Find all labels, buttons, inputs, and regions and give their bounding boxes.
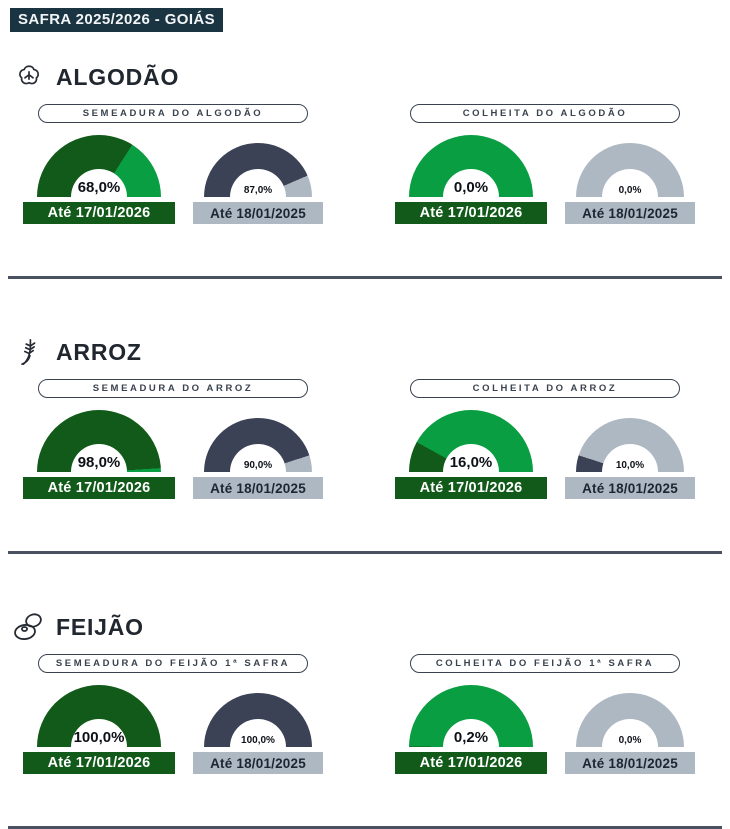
gauge-arc-previous: 100,0% <box>204 693 312 747</box>
gauge-arc-previous: 0,0% <box>576 693 684 747</box>
gauge-value-current: 68,0% <box>77 179 121 196</box>
bean-icon <box>10 610 48 644</box>
panels-row: SEMEADURA DO ARROZ 98,0% Até 17/01/2026 <box>23 379 730 499</box>
panel-pill-label: COLHEITA DO FEIJÃO 1ª SAFRA <box>435 658 655 669</box>
section-divider <box>8 276 722 279</box>
gauge-value-previous: 0,0% <box>618 735 642 746</box>
gauge-date-previous: Até 18/01/2025 <box>565 477 695 499</box>
gauge-value-previous: 0,0% <box>618 185 642 196</box>
gauge-pair: 0,2% Até 17/01/2026 0,0% Até 18/01/2025 <box>395 685 695 774</box>
gauge-date-previous: Até 18/01/2025 <box>193 202 323 224</box>
gauge-arc-current: 16,0% <box>409 410 533 472</box>
crop-header: FEIJÃO <box>10 610 730 644</box>
gauge-arc-current: 100,0% <box>37 685 161 747</box>
crop-section: ALGODÃO SEMEADURA DO ALGODÃO 68,0% Até 1… <box>0 60 730 279</box>
gauge-current-season: 16,0% Até 17/01/2026 <box>395 410 547 499</box>
panel-pill-label: COLHEITA DO ALGODÃO <box>462 108 628 119</box>
gauge-current-season: 68,0% Até 17/01/2026 <box>23 135 175 224</box>
gauge-arc-previous: 90,0% <box>204 418 312 472</box>
panel-pill-colheita: COLHEITA DO FEIJÃO 1ª SAFRA <box>410 654 680 673</box>
gauge-previous-season: 0,0% Até 18/01/2025 <box>565 143 695 224</box>
section-divider <box>8 551 722 554</box>
crop-title: ARROZ <box>56 338 142 365</box>
gauge-date-current: Até 17/01/2026 <box>23 752 175 774</box>
gauge-date-current: Até 17/01/2026 <box>23 202 175 224</box>
gauge-current-season: 0,0% Até 17/01/2026 <box>395 135 547 224</box>
panel-colheita: COLHEITA DO ALGODÃO 0,0% Até 17/01/2026 <box>395 104 695 224</box>
panel-pill-label: SEMEADURA DO ALGODÃO <box>82 108 264 119</box>
gauge-value-previous: 90,0% <box>243 460 273 471</box>
gauge-previous-season: 87,0% Até 18/01/2025 <box>193 143 323 224</box>
gauge-previous-season: 0,0% Até 18/01/2025 <box>565 693 695 774</box>
gauge-previous-season: 90,0% Até 18/01/2025 <box>193 418 323 499</box>
gauge-date-current: Até 17/01/2026 <box>395 477 547 499</box>
gauge-value-current: 100,0% <box>73 729 125 746</box>
panel-pill-label: SEMEADURA DO ARROZ <box>92 383 254 394</box>
crop-title: FEIJÃO <box>56 613 144 640</box>
gauge-date-previous: Até 18/01/2025 <box>565 752 695 774</box>
gauge-arc-current: 68,0% <box>37 135 161 197</box>
gauge-previous-season: 100,0% Até 18/01/2025 <box>193 693 323 774</box>
gauge-pair: 100,0% Até 17/01/2026 100,0% Até 18/01/2… <box>23 685 323 774</box>
gauge-value-previous: 10,0% <box>615 460 645 471</box>
gauge-date-previous: Até 18/01/2025 <box>565 202 695 224</box>
gauge-arc-previous: 0,0% <box>576 143 684 197</box>
gauge-current-season: 98,0% Até 17/01/2026 <box>23 410 175 499</box>
gauge-arc-current: 98,0% <box>37 410 161 472</box>
panel-colheita: COLHEITA DO ARROZ 16,0% Até 17/01/2026 1 <box>395 379 695 499</box>
gauge-value-previous: 100,0% <box>241 735 275 746</box>
gauge-value-previous: 87,0% <box>243 185 273 196</box>
gauge-previous-season: 10,0% Até 18/01/2025 <box>565 418 695 499</box>
gauge-date-current: Até 17/01/2026 <box>395 202 547 224</box>
gauge-arc-previous: 87,0% <box>204 143 312 197</box>
panels-row: SEMEADURA DO FEIJÃO 1ª SAFRA 100,0% Até … <box>23 654 730 774</box>
gauge-date-current: Até 17/01/2026 <box>395 752 547 774</box>
gauge-current-season: 0,2% Até 17/01/2026 <box>395 685 547 774</box>
panel-semeadura: SEMEADURA DO FEIJÃO 1ª SAFRA 100,0% Até … <box>23 654 323 774</box>
panel-pill-colheita: COLHEITA DO ARROZ <box>410 379 680 398</box>
gauge-pair: 68,0% Até 17/01/2026 87,0% Até 18/01/202… <box>23 135 323 224</box>
panel-semeadura: SEMEADURA DO ALGODÃO 68,0% Até 17/01/202… <box>23 104 323 224</box>
gauge-date-previous: Até 18/01/2025 <box>193 477 323 499</box>
panel-semeadura: SEMEADURA DO ARROZ 98,0% Até 17/01/2026 <box>23 379 323 499</box>
panel-pill-semeadura: SEMEADURA DO ALGODÃO <box>38 104 308 123</box>
gauge-value-current: 0,0% <box>453 179 489 196</box>
gauge-value-current: 98,0% <box>77 454 121 471</box>
panel-pill-semeadura: SEMEADURA DO ARROZ <box>38 379 308 398</box>
crop-section: ARROZ SEMEADURA DO ARROZ 98,0% Até 17/01… <box>0 335 730 554</box>
gauge-current-season: 100,0% Até 17/01/2026 <box>23 685 175 774</box>
panel-colheita: COLHEITA DO FEIJÃO 1ª SAFRA 0,2% Até 17/… <box>395 654 695 774</box>
rice-icon <box>10 335 48 369</box>
gauge-value-current: 0,2% <box>453 729 489 746</box>
page-header: SAFRA 2025/2026 - GOIÁS <box>0 0 730 32</box>
panel-pill-semeadura: SEMEADURA DO FEIJÃO 1ª SAFRA <box>38 654 308 673</box>
cotton-icon <box>10 60 48 94</box>
crop-title: ALGODÃO <box>56 63 180 90</box>
sections: ALGODÃO SEMEADURA DO ALGODÃO 68,0% Até 1… <box>0 60 730 829</box>
crop-header: ARROZ <box>10 335 730 369</box>
gauge-date-previous: Até 18/01/2025 <box>193 752 323 774</box>
crop-header: ALGODÃO <box>10 60 730 94</box>
page-title: SAFRA 2025/2026 - GOIÁS <box>10 8 224 32</box>
panel-pill-label: SEMEADURA DO FEIJÃO 1ª SAFRA <box>55 658 291 669</box>
panels-row: SEMEADURA DO ALGODÃO 68,0% Até 17/01/202… <box>23 104 730 224</box>
panel-pill-label: COLHEITA DO ARROZ <box>472 383 618 394</box>
crop-section: FEIJÃO SEMEADURA DO FEIJÃO 1ª SAFRA 100,… <box>0 610 730 829</box>
gauge-date-current: Até 17/01/2026 <box>23 477 175 499</box>
gauge-arc-previous: 10,0% <box>576 418 684 472</box>
gauge-pair: 16,0% Até 17/01/2026 10,0% Até 18/01/202… <box>395 410 695 499</box>
gauge-pair: 0,0% Até 17/01/2026 0,0% Até 18/01/2025 <box>395 135 695 224</box>
gauge-value-current: 16,0% <box>449 454 493 471</box>
gauge-arc-current: 0,2% <box>409 685 533 747</box>
gauge-pair: 98,0% Até 17/01/2026 90,0% Até 18/01/202… <box>23 410 323 499</box>
gauge-arc-current: 0,0% <box>409 135 533 197</box>
panel-pill-colheita: COLHEITA DO ALGODÃO <box>410 104 680 123</box>
